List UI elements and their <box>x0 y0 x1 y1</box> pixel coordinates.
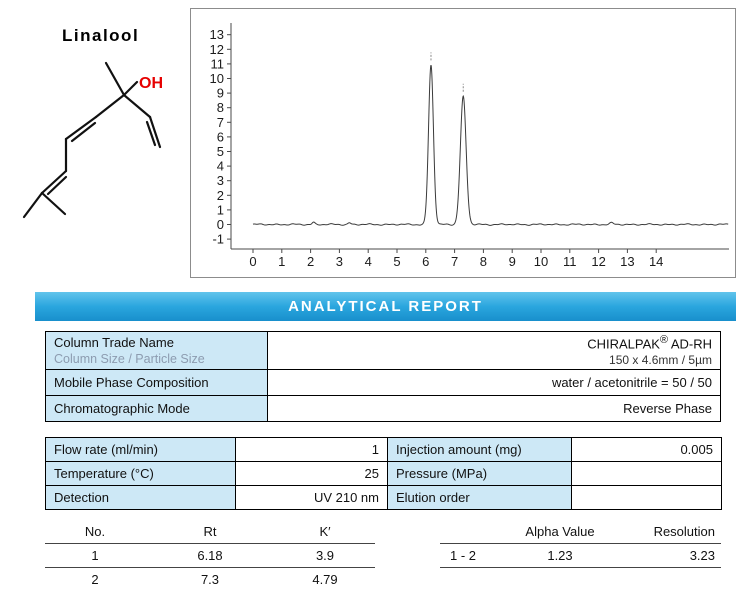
header-k: K′ <box>275 520 375 544</box>
svg-text:12: 12 <box>591 254 605 269</box>
svg-text:7: 7 <box>451 254 458 269</box>
svg-text:14: 14 <box>649 254 663 269</box>
molecule-name: Linalool <box>62 26 140 45</box>
svg-text:12: 12 <box>210 42 224 57</box>
svg-text:6: 6 <box>422 254 429 269</box>
cell-label: Temperature (°C) <box>45 461 236 486</box>
column-info-table: Column Trade Name Column Size / Particle… <box>45 330 721 423</box>
label-text: Column Trade Name <box>54 335 174 351</box>
column-size-value: 150 x 4.6mm / 5µm <box>609 353 712 368</box>
svg-text:-1: -1 <box>212 232 224 247</box>
peak-rt: 7.3 <box>200 572 220 587</box>
column-trade-name: CHIRALPAK® AD-RH <box>587 334 712 352</box>
table-row: 1 - 2 1.23 3.23 <box>440 543 721 568</box>
report-title: ANALYTICAL REPORT <box>288 298 483 315</box>
header-no: No. <box>45 520 145 544</box>
cell-label: Elution order <box>387 485 572 510</box>
peak-k: 4.79 <box>312 572 338 587</box>
table-row: Chromatographic Mode Reverse Phase <box>45 395 721 423</box>
peak-no: 1 <box>45 543 145 568</box>
svg-text:6: 6 <box>217 129 224 144</box>
resolution-value: 3.23 <box>620 543 721 568</box>
svg-text:13: 13 <box>620 254 634 269</box>
svg-text:4: 4 <box>217 159 224 174</box>
sublabel-text: Column Size / Particle Size <box>54 352 205 367</box>
svg-text:11: 11 <box>211 56 225 71</box>
table-row: 2 7.3 4.79 <box>45 568 375 592</box>
cell-label: Flow rate (ml/min) <box>45 437 236 462</box>
table-row: Temperature (°C) 25 Pressure (MPa) <box>45 461 722 486</box>
table-row <box>440 568 721 592</box>
svg-text:2: 2 <box>307 254 314 269</box>
cell-value <box>571 461 722 486</box>
header-alpha: Alpha Value <box>500 520 620 544</box>
svg-text:9: 9 <box>509 254 516 269</box>
pair-label: 1 - 2 <box>440 543 500 568</box>
svg-text:11: 11 <box>563 254 577 269</box>
cell-label: Injection amount (mg) <box>387 437 572 462</box>
results-header-row: Alpha Value Resolution <box>440 520 721 544</box>
svg-text:3: 3 <box>217 173 224 188</box>
cell-label: Column Trade Name Column Size / Particle… <box>45 330 268 371</box>
cell-label: Mobile Phase Composition <box>45 369 268 397</box>
cell-value: water / acetonitrile = 50 / 50 <box>267 369 721 397</box>
linalool-structure: OH <box>22 61 163 219</box>
cell-value: 0.005 <box>571 437 722 462</box>
header-rt: Rt <box>145 520 275 544</box>
svg-text:9: 9 <box>217 86 224 101</box>
table-row: Flow rate (ml/min) 1 Injection amount (m… <box>45 437 722 462</box>
header-pair <box>440 520 500 544</box>
cell-label: Pressure (MPa) <box>387 461 572 486</box>
cell-value: Reverse Phase <box>267 395 721 423</box>
peak-results-table: No. Rt K′ 1 6.18 3.9 2 7.3 4.79 <box>45 520 375 591</box>
svg-text:8: 8 <box>480 254 487 269</box>
svg-text:0: 0 <box>217 217 224 232</box>
report-header: ANALYTICAL REPORT <box>35 292 736 321</box>
results-header-row: No. Rt K′ <box>45 520 375 544</box>
svg-text:10: 10 <box>534 254 548 269</box>
svg-text:13: 13 <box>210 27 224 42</box>
svg-text:7: 7 <box>217 115 224 130</box>
svg-text:5: 5 <box>393 254 400 269</box>
svg-text:4: 4 <box>365 254 372 269</box>
svg-text:5: 5 <box>217 144 224 159</box>
svg-text:1: 1 <box>217 202 224 217</box>
svg-text:0: 0 <box>249 254 256 269</box>
separation-results-table: Alpha Value Resolution 1 - 2 1.23 3.23 <box>440 520 721 591</box>
svg-text:8: 8 <box>217 100 224 115</box>
peak-k: 3.9 <box>275 543 375 568</box>
table-row: Mobile Phase Composition water / acetoni… <box>45 369 721 397</box>
cell-label: Chromatographic Mode <box>45 395 268 423</box>
svg-text:1: 1 <box>278 254 285 269</box>
cell-value <box>571 485 722 510</box>
alpha-value: 1.23 <box>500 543 620 568</box>
header-resolution: Resolution <box>620 520 721 544</box>
peak-no: 2 <box>91 572 99 587</box>
cell-value: UV 210 nm <box>235 485 388 510</box>
cell-value: CHIRALPAK® AD-RH 150 x 4.6mm / 5µm <box>267 330 721 371</box>
cell-value: 25 <box>235 461 388 486</box>
table-row: Detection UV 210 nm Elution order <box>45 485 722 510</box>
cell-label: Detection <box>45 485 236 510</box>
oh-label: OH <box>139 75 163 92</box>
svg-text:2: 2 <box>217 188 224 203</box>
table-row: 1 6.18 3.9 <box>45 543 375 568</box>
peak-rt: 6.18 <box>145 543 275 568</box>
svg-text:3: 3 <box>336 254 343 269</box>
cell-value: 1 <box>235 437 388 462</box>
svg-text:10: 10 <box>210 71 224 86</box>
chromatogram-panel: -1 0 1 2 3 4 5 6 7 8 9 10 11 12 13 0 1 2 3 4 5 6 7 8 9 10 11 12 13 14 <box>190 8 736 278</box>
table-row: Column Trade Name Column Size / Particle… <box>45 330 721 371</box>
conditions-table: Flow rate (ml/min) 1 Injection amount (m… <box>45 437 722 510</box>
molecule-bonds <box>22 61 162 219</box>
registered-mark: ® <box>659 334 668 346</box>
